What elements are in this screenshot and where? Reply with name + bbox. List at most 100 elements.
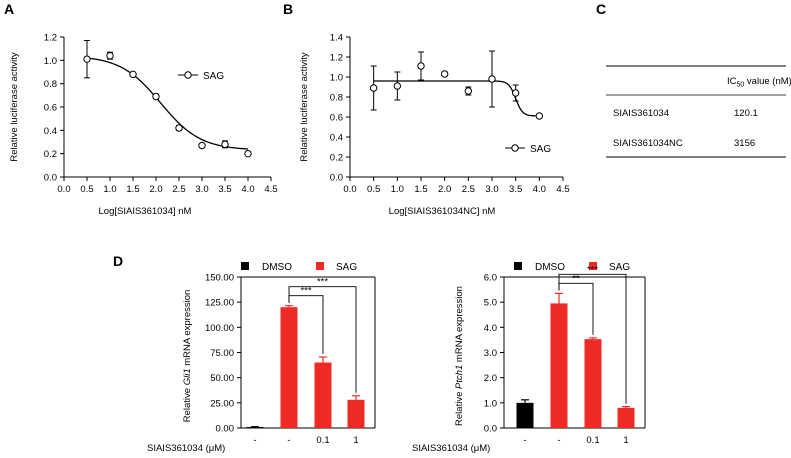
panel-b-x-tick-label: 2.5 (462, 184, 475, 195)
panel-b-x-tick-label: 3.0 (485, 184, 498, 195)
panel-b-data-point (417, 62, 425, 70)
panel-d1-significance-label: *** (300, 286, 311, 297)
panel-d2-significance-bracket (558, 273, 627, 404)
panel-b-y-tick-label: 0.4 (330, 133, 343, 144)
panel-b-legend-marker (511, 144, 519, 152)
panel-b-y-tick-label: 1.4 (330, 33, 343, 44)
panel-a-ylabel: Relative luciferase activity (9, 52, 20, 162)
panel-d1-y-tick-label: 25.00 (210, 398, 234, 409)
panel-d2-y-tick-label: 2.0 (484, 373, 497, 384)
panel-b-fit-curve (373, 80, 540, 117)
table-header-subscript: 50 (737, 82, 745, 89)
panel-a-x-tick-label: 4.0 (241, 184, 254, 195)
panel-d1-x-category-label: - (253, 435, 256, 446)
panel-b-data-point (535, 112, 544, 120)
panel-b-x-tick-label: 3.5 (509, 184, 522, 195)
panel-d1-legend: DMSO SAG (241, 262, 357, 273)
panel-a-legend-marker (184, 71, 192, 79)
panel-d1-y-tick-label: 100.00 (205, 323, 234, 334)
panel-a-x-tick-label: 0.0 (57, 184, 70, 195)
panel-a-data-point (129, 70, 137, 79)
panel-b-y-tick-label: 0.6 (330, 113, 343, 124)
table-row-2-value: 3156 (734, 138, 755, 149)
panel-b-x-tick-label: 1.0 (391, 184, 404, 195)
panel-d2-y-tick-label: 1.0 (484, 398, 497, 409)
panel-a-fit-curve (86, 57, 249, 150)
panel-d2-bar (550, 303, 568, 428)
panel-a-data-point (83, 55, 91, 63)
panel-a-data-point (175, 124, 183, 132)
panel-b-x-tick-label: 1.5 (414, 184, 427, 195)
panel-a-y-tick-label: 1.0 (44, 56, 57, 67)
legend-dmso-label: DMSO (262, 262, 292, 273)
d1-ylabel-prefix: Relative (182, 385, 193, 422)
d2-ylabel-gene: Ptch1 (454, 365, 465, 389)
panel-d1-x-category-label: 0.1 (316, 435, 329, 446)
panel-a-x-tick-label: 3.0 (195, 184, 208, 195)
legend-sag-swatch (589, 262, 597, 270)
panel-d1-y-tick-label: 125.00 (205, 298, 234, 309)
panel-b-data-point (488, 75, 496, 83)
panel-b-y-tick-label: 0.2 (330, 153, 343, 164)
panel-d1-bar (314, 362, 332, 428)
table-row-1-value: 120.1 (734, 108, 758, 119)
panel-b-x-tick-label: 4.0 (533, 184, 546, 195)
panel-a-x-tick-label: 0.5 (80, 184, 93, 195)
panel-a-y-tick-label: 0.4 (44, 126, 57, 137)
panel-d2-legend: DMSO SAG (514, 262, 630, 273)
panel-d2-x-category-label: - (557, 435, 560, 446)
panel-d2-bar (516, 402, 534, 428)
panel-d2-y-tick-label: 4.0 (484, 323, 497, 334)
panel-d2-treatment-label: SIAIS361034 (μM) (412, 443, 490, 454)
panel-b-data-point (464, 87, 473, 95)
panel-a-y-tick-label: 0.8 (44, 79, 57, 90)
panel-d2-y-tick-label: 5.0 (484, 298, 497, 309)
panel-b-ylabel: Relative luciferase activity (299, 52, 310, 162)
panel-a-y-tick-label: 0.6 (44, 103, 57, 114)
panel-b-x-tick-label: 0.5 (367, 184, 380, 195)
d1-ylabel-gene: Gli1 (182, 368, 193, 385)
panel-d1-bar (347, 399, 365, 428)
panel-a-x-tick-label: 2.0 (149, 184, 162, 195)
panel-d1-significance-bracket (288, 286, 357, 393)
legend-dmso-swatch (241, 262, 249, 270)
panel-a-x-tick-label: 3.5 (218, 184, 231, 195)
panel-a-y-tick-label: 0.2 (44, 149, 57, 160)
table-row-1-compound: SIAIS361034 (613, 108, 669, 119)
table-header-ic-prefix: IC (727, 76, 737, 87)
panel-d2-x-category-label: 0.1 (586, 435, 599, 446)
panel-a-y-tick-label: 1.2 (44, 33, 57, 44)
panel-b-data-point (511, 89, 520, 97)
panel-d-label: D (113, 253, 123, 269)
panel-a-xlabel: Log[SIAIS361034] nM (99, 206, 192, 217)
panel-a-x-tick-label: 1.5 (126, 184, 139, 195)
table-header-ic50: IC50 value (nM) (727, 76, 791, 89)
panel-d1-ylabel: Relative Gli1 mRNA expression (182, 290, 193, 423)
panel-c-label: C (596, 1, 606, 17)
panel-a-x-tick-label: 2.5 (172, 184, 185, 195)
legend-sag-swatch (316, 262, 324, 270)
panel-d1-x-category-label: 1 (353, 435, 358, 446)
panel-d1-bar (246, 426, 264, 428)
panel-b-y-tick-label: 1.0 (330, 73, 343, 84)
panel-b-y-tick-label: 0.0 (330, 173, 343, 184)
panel-d2-bar (617, 407, 635, 428)
panel-a-data-point (106, 51, 114, 60)
panel-b-x-tick-label: 0.0 (343, 184, 356, 195)
panel-b-y-tick-label: 0.8 (330, 93, 343, 104)
panel-a-data-point (244, 149, 252, 158)
panel-a-legend-label: SAG (203, 71, 224, 82)
panel-d-ptch1-chart: 0.01.02.03.04.05.06.0- -0.1 1***** (484, 264, 646, 446)
legend-dmso-label: DMSO (535, 262, 565, 273)
panel-d2-y-tick-label: 0.0 (484, 424, 497, 435)
panel-d2-y-tick-label: 3.0 (484, 348, 497, 359)
panel-d2-y-tick-label: 6.0 (484, 273, 497, 284)
d2-ylabel-prefix: Relative (454, 389, 465, 426)
panel-a-data-point (152, 92, 160, 101)
panel-b-chart: 0.0 0.5 1.0 1.5 2.0 2.5 3.0 3.5 4.0 4.5 0.0 0.2 0.4 0… (330, 33, 570, 196)
panel-b-legend-label: SAG (530, 144, 551, 155)
panel-d1-y-tick-label: 0.00 (216, 424, 235, 435)
panel-b-y-tick-label: 1.2 (330, 53, 343, 64)
panel-d2-x-category-label: 1 (623, 435, 628, 446)
